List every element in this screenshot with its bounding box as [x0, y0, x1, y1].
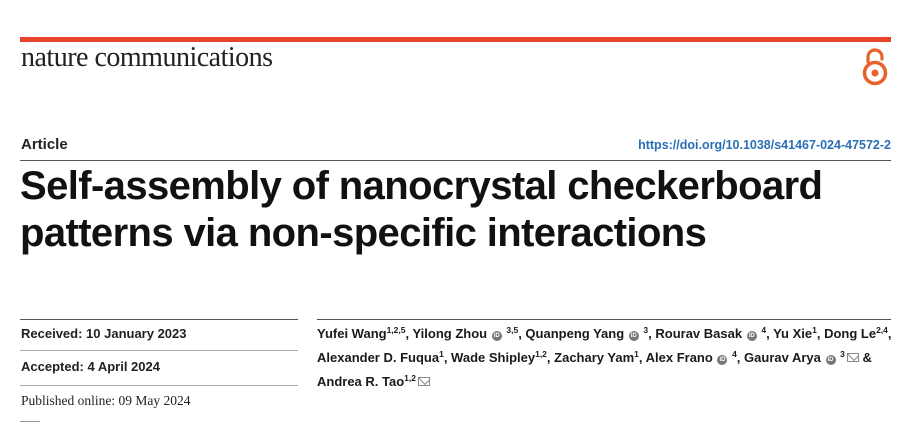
orcid-icon[interactable]: iD — [491, 331, 502, 341]
author-name: Alex Frano — [645, 350, 713, 365]
author[interactable]: Zachary Yam1 — [554, 350, 639, 365]
article-type: Article — [21, 136, 68, 153]
author[interactable]: Yilong Zhou iD 3,5 — [412, 326, 518, 341]
email-icon[interactable] — [846, 353, 859, 362]
affiliation-marker: 3 — [840, 349, 845, 359]
author-name: Yufei Wang — [317, 326, 387, 341]
affiliation-marker: 1 — [634, 349, 639, 359]
title-line-2: patterns via non-specific interactions — [20, 211, 707, 255]
author-list: Yufei Wang1,2,5, Yilong Zhou iD 3,5, Qua… — [317, 325, 892, 389]
author-name: Gaurav Arya — [744, 350, 821, 365]
journal-top-bar — [20, 37, 891, 42]
open-access-icon[interactable] — [858, 45, 892, 87]
affiliation-marker: 1,2 — [535, 349, 547, 359]
received-date: Received: 10 January 2023 — [21, 326, 187, 341]
author-name: Quanpeng Yang — [525, 326, 625, 341]
author-name: Zachary Yam — [554, 350, 635, 365]
email-icon[interactable] — [418, 377, 430, 386]
affiliation-marker: 1,2,5 — [386, 325, 406, 335]
orcid-icon[interactable]: iD — [628, 331, 639, 341]
page-fragment — [20, 421, 40, 428]
dates-divider — [20, 385, 298, 386]
author[interactable]: Quanpeng Yang iD 3 — [525, 326, 648, 341]
affiliation-marker: 4 — [761, 325, 767, 335]
orcid-icon[interactable]: iD — [746, 331, 757, 341]
affiliation-marker: 3,5 — [506, 325, 519, 335]
accepted-date: Accepted: 4 April 2024 — [21, 359, 160, 374]
affiliation-marker: 1 — [439, 349, 444, 359]
title-line-1: Self-assembly of nanocrystal checkerboar… — [20, 164, 823, 208]
author[interactable]: Gaurav Arya iD 3 — [744, 350, 859, 365]
author[interactable]: Yu Xie1 — [773, 326, 817, 341]
author-name: Wade Shipley — [451, 350, 536, 365]
header-divider — [20, 160, 891, 161]
dates-divider-top — [20, 319, 298, 320]
authors-divider-top — [317, 319, 891, 320]
affiliation-marker: 1 — [812, 325, 817, 335]
author[interactable]: Wade Shipley1,2 — [451, 350, 547, 365]
author[interactable]: Rourav Basak iD 4 — [655, 326, 766, 341]
orcid-icon[interactable]: iD — [717, 355, 728, 365]
doi-link[interactable]: https://doi.org/10.1038/s41467-024-47572… — [638, 138, 891, 152]
affiliation-marker: 1,2 — [404, 373, 416, 383]
author-name: Alexander D. Fuqua — [317, 350, 440, 365]
affiliation-marker: 2,4 — [876, 325, 888, 335]
author[interactable]: Andrea R. Tao1,2 — [317, 374, 430, 389]
author[interactable]: Alex Frano iD 4 — [646, 350, 737, 365]
author[interactable]: Dong Le2,4 — [824, 326, 888, 341]
article-title: Self-assembly of nanocrystal checkerboar… — [20, 163, 900, 257]
author[interactable]: Yufei Wang1,2,5 — [317, 326, 405, 341]
author[interactable]: Alexander D. Fuqua1 — [317, 350, 444, 365]
orcid-icon[interactable]: iD — [825, 355, 836, 365]
author-name: Dong Le — [824, 326, 877, 341]
journal-name: nature communications — [21, 42, 273, 73]
affiliation-marker: 3 — [643, 325, 649, 335]
author-name: Yilong Zhou — [412, 326, 488, 341]
dates-divider — [20, 350, 298, 351]
affiliation-marker: 4 — [732, 349, 737, 359]
author-name: Rourav Basak — [655, 326, 743, 341]
author-name: Yu Xie — [773, 326, 813, 341]
published-date: Published online: 09 May 2024 — [21, 393, 191, 408]
author-name: Andrea R. Tao — [317, 374, 405, 389]
